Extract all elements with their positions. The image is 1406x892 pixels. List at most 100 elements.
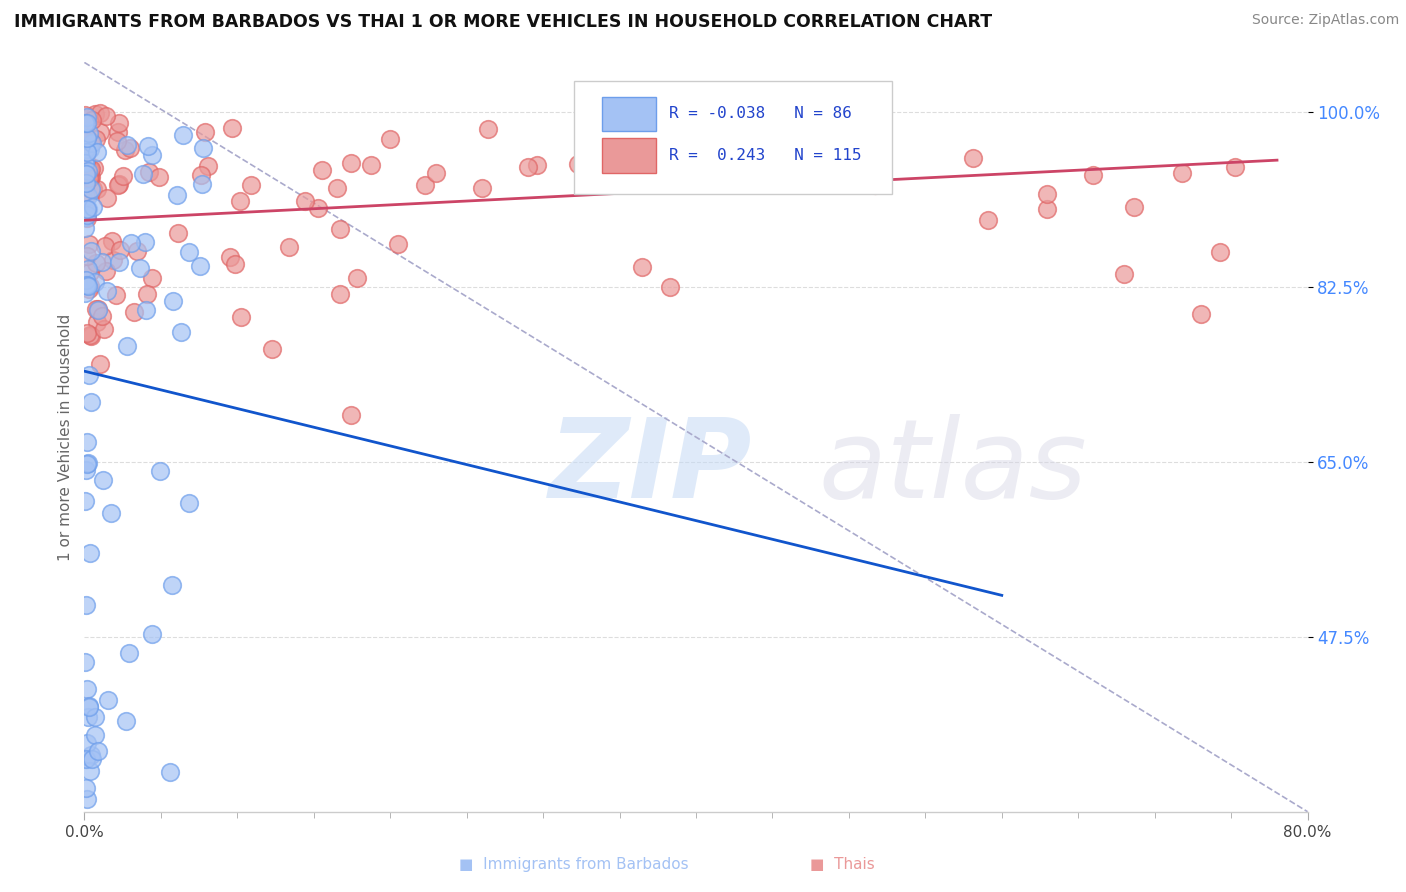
Point [75,116,97,130]
Point [1123,200,1146,214]
Point [77,171,100,186]
Point [471,181,494,195]
Point [76,174,98,188]
Point [82,112,104,127]
Point [1083,168,1105,182]
Point [73,156,96,170]
Point [1223,161,1246,175]
Point [76,164,98,178]
Point [277,240,299,254]
Point [378,132,401,146]
Point [77,368,100,382]
Point [977,212,1000,227]
Point [75,112,97,127]
Point [108,244,131,258]
Text: ZIP: ZIP [550,414,752,521]
Point [94,109,117,123]
Point [86,315,108,329]
Point [79,546,101,560]
Point [339,155,361,169]
Point [101,234,124,248]
Point [84,107,107,121]
Point [191,141,214,155]
Point [962,151,984,165]
Point [844,126,866,140]
Point [76,116,98,130]
Point [76,279,98,293]
Point [387,236,409,251]
Point [76,277,98,292]
Point [75,189,97,203]
Point [75,134,97,148]
Point [73,286,96,301]
Point [179,244,201,259]
Point [190,168,212,182]
Point [810,152,832,166]
Point [190,259,212,273]
Point [105,134,128,148]
Point [239,178,262,192]
Point [76,434,98,449]
Point [77,698,100,713]
Point [141,148,163,162]
Point [162,293,184,308]
Point [294,194,316,209]
Point [79,764,101,779]
Point [159,764,181,779]
Point [84,301,107,316]
Point [166,187,188,202]
Point [80,182,103,196]
Point [194,125,217,139]
Point [76,326,98,340]
Point [122,305,145,319]
Point [100,506,122,520]
Point [231,310,253,325]
Point [73,206,96,220]
Point [75,161,97,176]
Point [73,210,96,224]
Point [87,303,110,318]
Point [89,106,111,120]
Point [117,339,139,353]
Point [79,279,101,293]
Point [517,161,540,175]
Point [132,167,155,181]
Point [77,282,100,296]
Point [77,202,100,217]
Point [630,260,652,275]
Point [340,408,363,422]
Point [79,142,101,156]
Point [76,131,98,145]
Point [229,194,252,208]
Point [90,254,112,268]
Point [75,108,97,122]
Point [76,189,98,203]
Point [170,326,193,340]
Point [149,464,172,478]
Point [190,178,212,192]
Point [107,178,129,192]
Point [75,154,97,169]
Text: R = -0.038   N = 86: R = -0.038 N = 86 [669,106,852,121]
Point [136,139,159,153]
Point [108,116,131,130]
Point [93,322,115,336]
Point [76,167,98,181]
Point [329,222,352,236]
Point [77,236,100,251]
Point [75,179,97,194]
Point [659,280,682,294]
Point [84,275,107,289]
Point [76,277,98,292]
Point [80,161,103,176]
Point [224,257,246,271]
Point [75,493,97,508]
Point [79,134,101,148]
Point [89,357,111,371]
Point [80,169,103,184]
Point [128,261,150,276]
Point [141,627,163,641]
Point [477,122,499,136]
Point [107,125,129,139]
Point [329,286,352,301]
